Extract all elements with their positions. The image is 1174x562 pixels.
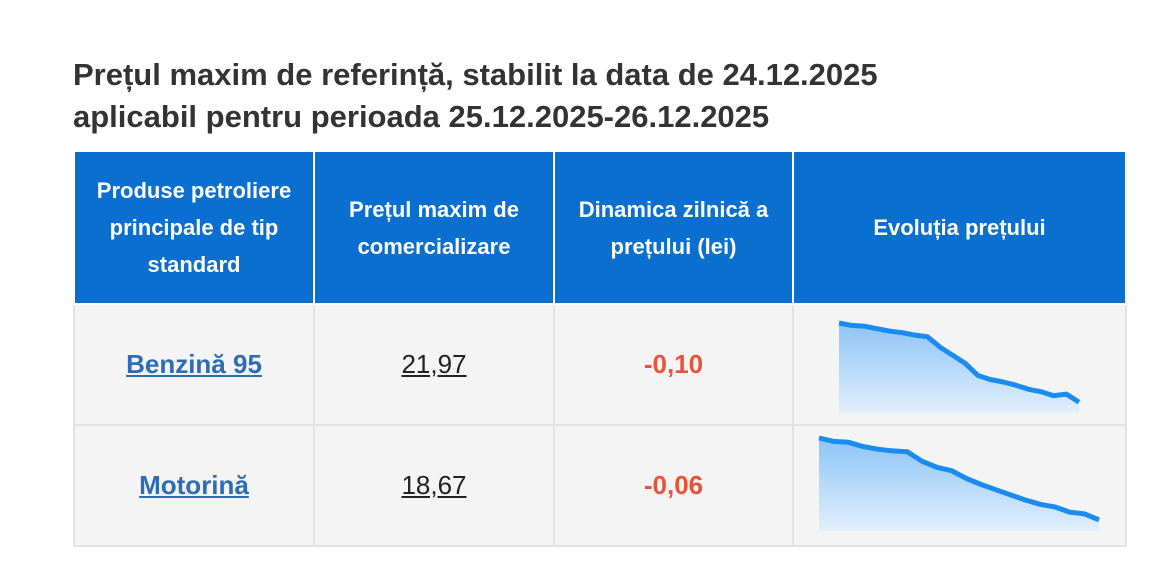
cell: 18,67: [313, 424, 555, 547]
row: Motorină 18,67 -0,06: [73, 424, 1127, 547]
cell: Benzină 95: [73, 303, 315, 426]
column-header: Produse petroliere principale de tip sta…: [73, 150, 315, 305]
title-line: Prețul maxim de referință, stabilit la d…: [73, 57, 878, 92]
cell: [792, 424, 1127, 547]
column-header: Prețul maxim de comercializare: [313, 150, 555, 305]
change: -0,10: [643, 349, 704, 379]
price-table: Produse petroliere principale de tip sta…: [73, 150, 1127, 547]
cell: Motorină: [73, 424, 315, 547]
sparkline-area: [819, 438, 1099, 531]
price: 18,67: [401, 470, 467, 500]
column-header: Dinamica zilnică a prețului (lei): [553, 150, 794, 305]
header-row: Produse petroliere principale de tip sta…: [73, 150, 1127, 305]
change: -0,06: [643, 470, 704, 500]
sparkline-area: [839, 323, 1079, 413]
column-header: Evoluția prețului: [792, 150, 1127, 305]
product-link[interactable]: Motorină: [139, 470, 249, 500]
cell: -0,10: [553, 303, 794, 426]
price: 21,97: [401, 349, 467, 379]
cell: [792, 303, 1127, 426]
row: Benzină 95 21,97 -0,10: [73, 303, 1127, 426]
sparkline-line: [818, 435, 1100, 523]
sparkline-line: [838, 320, 1081, 405]
cell: 21,97: [313, 303, 555, 426]
title-line: aplicabil pentru perioada 25.12.2025-26.…: [73, 99, 770, 134]
title: Prețul maxim de referință, stabilit la d…: [73, 54, 878, 138]
product-link[interactable]: Benzină 95: [126, 349, 262, 379]
sparkline: [838, 320, 1081, 413]
sparkline: [818, 435, 1100, 531]
cell: -0,06: [553, 424, 794, 547]
